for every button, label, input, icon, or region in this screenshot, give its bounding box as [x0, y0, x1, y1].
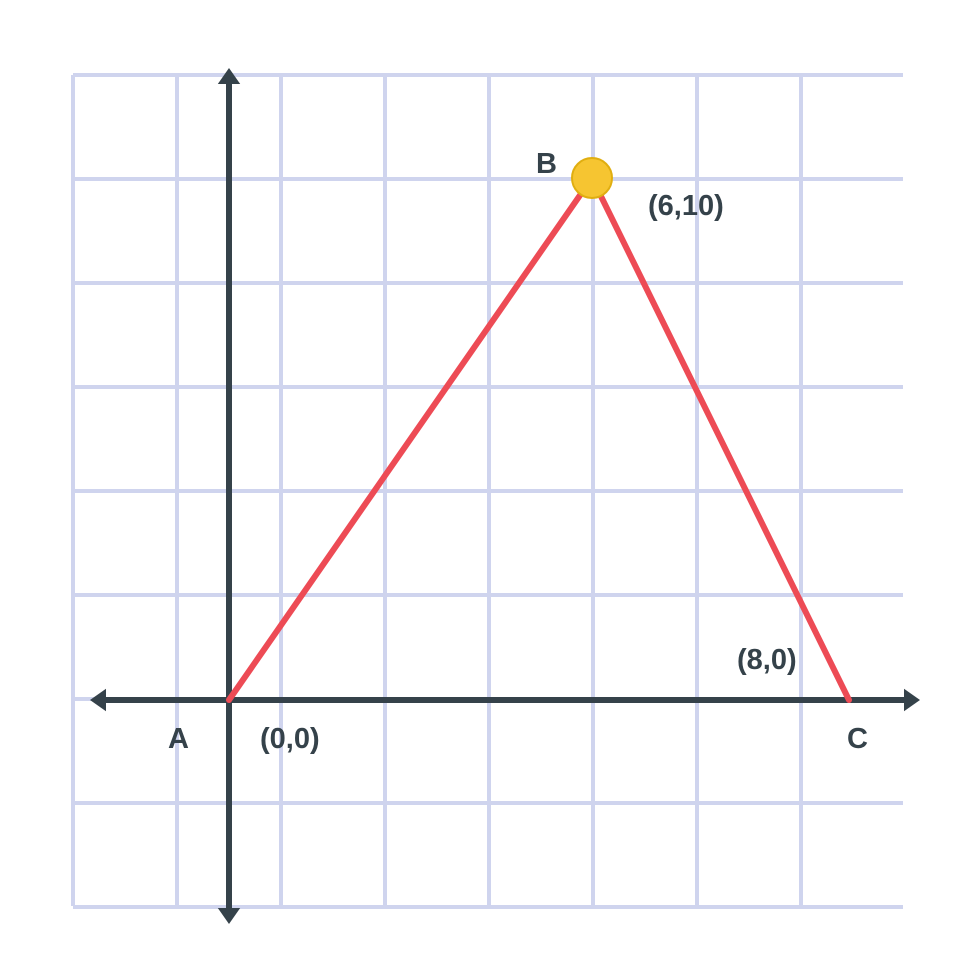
vertex-label-a: A — [168, 723, 189, 756]
vertex-label-b: B — [536, 148, 557, 181]
coord-label-c: (8,0) — [737, 644, 797, 677]
triangle-edges — [229, 178, 849, 700]
grid — [73, 75, 903, 907]
plot-svg — [0, 0, 980, 980]
axes — [90, 68, 920, 924]
coord-label-b: (6,10) — [648, 190, 724, 223]
vertex-marker-b — [572, 158, 612, 198]
coordinate-plane-diagram: A (0,0) B (6,10) C (8,0) — [0, 0, 980, 980]
coord-label-a: (0,0) — [260, 723, 320, 756]
vertex-label-c: C — [847, 723, 868, 756]
